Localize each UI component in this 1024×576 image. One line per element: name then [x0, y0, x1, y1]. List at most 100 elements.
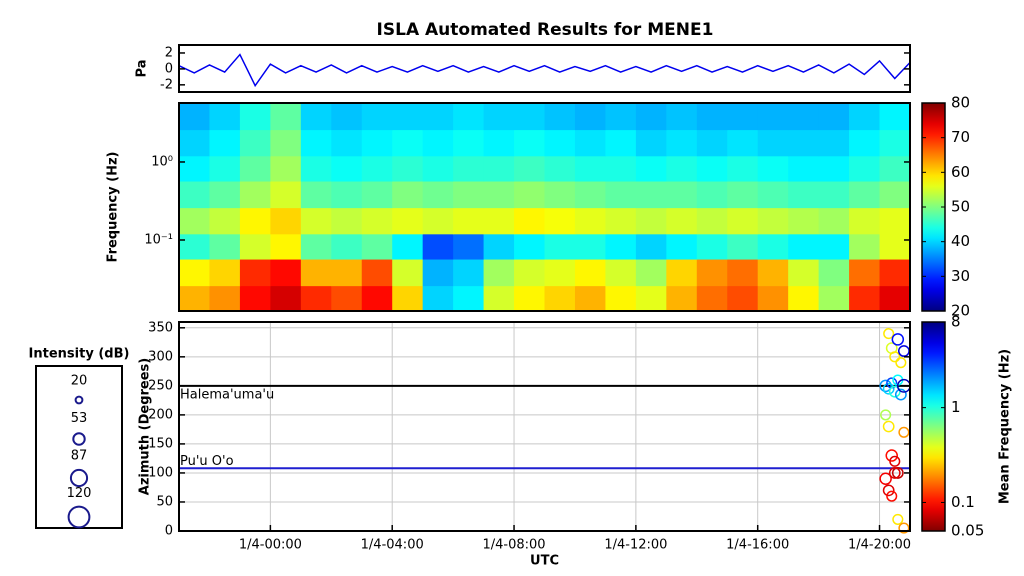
- size-legend-mark: [69, 468, 89, 488]
- heat-cell: [270, 233, 302, 260]
- heat-cell: [453, 233, 485, 260]
- x-tick-label: 1/4-04:00: [361, 538, 424, 553]
- colorbar-tick-label: 30: [951, 267, 970, 285]
- chart-title: ISLA Automated Results for MENE1: [377, 20, 714, 40]
- heat-cell: [818, 259, 850, 287]
- colorbar-tick-label: 70: [951, 128, 970, 146]
- heat-cell: [544, 285, 576, 312]
- heat-cell: [179, 129, 210, 157]
- heat-cell: [727, 285, 759, 312]
- heat-cell: [453, 103, 485, 131]
- heat-cell: [331, 181, 363, 209]
- heat-cell: [361, 155, 393, 182]
- heat-cell: [605, 259, 637, 287]
- heat-cell: [331, 103, 363, 131]
- heat-cell: [666, 233, 698, 260]
- point: [888, 467, 901, 479]
- heat-cell: [300, 181, 332, 209]
- heat-cell: [392, 181, 424, 209]
- heat-cell: [514, 129, 545, 157]
- heat-cell: [422, 285, 454, 312]
- heat-cell: [788, 103, 820, 131]
- heat-cell: [818, 207, 850, 235]
- heat-cell: [514, 181, 545, 209]
- heat-cell: [361, 103, 393, 131]
- heat-cell: [879, 233, 911, 260]
- plot-area: [179, 45, 910, 92]
- colorbar-tick-label: 8: [951, 313, 961, 331]
- heat-cell: [818, 103, 850, 131]
- heat-cell: [635, 285, 667, 312]
- heat-cell: [605, 155, 637, 182]
- heat-cell: [605, 207, 637, 235]
- heat-cell: [422, 181, 454, 209]
- heat-cell: [453, 259, 485, 287]
- point: [882, 484, 895, 497]
- heat-cell: [635, 259, 667, 287]
- y-axis-label: Azimuth (Degrees): [138, 358, 153, 495]
- heat-cell: [453, 129, 485, 157]
- size-legend-mark: [74, 395, 84, 405]
- heat-cell: [270, 155, 302, 182]
- heat-cell: [696, 285, 728, 312]
- heat-cell: [300, 233, 332, 260]
- heat-cell: [818, 129, 850, 157]
- y-tick-label: 250: [148, 378, 173, 393]
- size-legend-label: 120: [67, 486, 92, 501]
- plot-frame: [178, 102, 911, 312]
- heat-cell: [483, 181, 515, 209]
- heat-cell: [727, 181, 759, 209]
- heat-cell: [574, 129, 606, 157]
- y-tick-label: 150: [148, 436, 173, 451]
- heat-cell: [879, 155, 911, 182]
- colorbar-tick-label: 0.05: [951, 522, 984, 540]
- heat-cell: [300, 207, 332, 235]
- heat-cell: [483, 259, 515, 287]
- heat-cell: [666, 259, 698, 287]
- heat-cell: [605, 233, 637, 260]
- point: [898, 522, 910, 534]
- heat-cell: [300, 285, 332, 312]
- colorbar-tick-label: 0.1: [951, 493, 975, 511]
- heat-cell: [544, 233, 576, 260]
- heat-cell: [727, 233, 759, 260]
- heat-cell: [666, 155, 698, 182]
- heat-cell: [483, 207, 515, 235]
- heat-cell: [331, 129, 363, 157]
- heat-cell: [788, 233, 820, 260]
- heat-cell: [544, 259, 576, 287]
- heat-cell: [544, 181, 576, 209]
- size-legend-box: [35, 365, 123, 529]
- heat-cell: [788, 207, 820, 235]
- heat-cell: [392, 207, 424, 235]
- heat-cell: [300, 155, 332, 182]
- heat-cell: [788, 155, 820, 182]
- heat-cell: [605, 129, 637, 157]
- heat-cell: [666, 103, 698, 131]
- point: [879, 472, 892, 485]
- heat-cell: [635, 207, 667, 235]
- heat-cell: [422, 103, 454, 131]
- heat-cell: [392, 233, 424, 260]
- heat-cell: [209, 259, 241, 287]
- y-tick-label: 0: [165, 61, 173, 76]
- heat-cell: [239, 285, 271, 312]
- heat-cell: [879, 259, 911, 287]
- heat-cell: [727, 155, 759, 182]
- heat-cell: [574, 285, 606, 312]
- heat-cell: [422, 233, 454, 260]
- y-tick-label: 10⁰: [151, 154, 173, 169]
- heat-cell: [179, 285, 210, 312]
- waveform: [178, 53, 911, 88]
- heat-cell: [270, 181, 302, 209]
- size-legend-label: 20: [71, 374, 88, 389]
- heat-cell: [574, 233, 606, 260]
- heat-cell: [514, 155, 545, 182]
- heat-cell: [453, 181, 485, 209]
- point: [888, 385, 901, 398]
- heat-cell: [879, 207, 911, 235]
- heat-cell: [666, 207, 698, 235]
- heat-cell: [179, 155, 210, 182]
- point: [880, 409, 892, 421]
